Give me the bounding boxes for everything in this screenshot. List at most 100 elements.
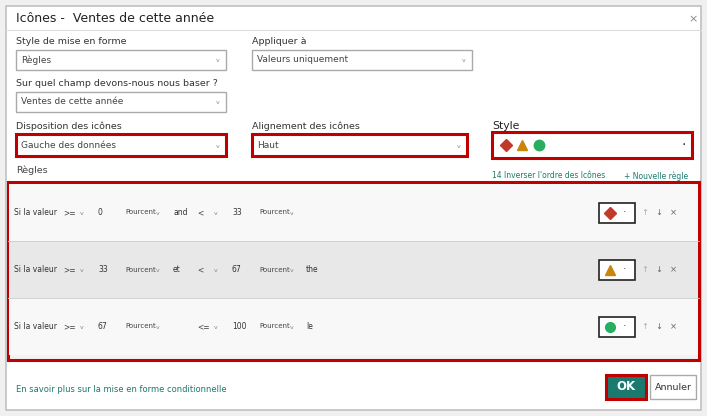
Text: ↓: ↓ bbox=[655, 208, 662, 217]
Text: ·: · bbox=[623, 265, 627, 275]
Text: ↓: ↓ bbox=[655, 322, 662, 331]
Text: Alignement des icônes: Alignement des icônes bbox=[252, 121, 360, 131]
Text: ↓: ↓ bbox=[655, 265, 662, 274]
FancyBboxPatch shape bbox=[228, 262, 250, 277]
FancyBboxPatch shape bbox=[599, 260, 635, 280]
Text: v: v bbox=[290, 211, 294, 216]
FancyBboxPatch shape bbox=[650, 375, 696, 399]
Text: Si la valeur: Si la valeur bbox=[14, 208, 57, 217]
FancyBboxPatch shape bbox=[120, 319, 166, 334]
Text: >=: >= bbox=[63, 265, 76, 274]
Text: v: v bbox=[80, 325, 84, 330]
FancyBboxPatch shape bbox=[228, 205, 250, 220]
Text: Style de mise en forme: Style de mise en forme bbox=[16, 37, 127, 47]
Text: Règles: Règles bbox=[16, 165, 47, 175]
FancyBboxPatch shape bbox=[599, 317, 635, 337]
Text: 67: 67 bbox=[98, 322, 107, 331]
Text: <: < bbox=[197, 265, 203, 274]
FancyBboxPatch shape bbox=[492, 132, 692, 158]
Text: Annuler: Annuler bbox=[655, 382, 691, 391]
Text: Ventes de cette année: Ventes de cette année bbox=[21, 97, 124, 106]
FancyBboxPatch shape bbox=[120, 262, 166, 277]
FancyBboxPatch shape bbox=[228, 319, 250, 334]
Text: ↑: ↑ bbox=[641, 322, 648, 331]
Text: Si la valeur: Si la valeur bbox=[14, 265, 57, 274]
Text: v: v bbox=[80, 268, 84, 273]
FancyBboxPatch shape bbox=[606, 375, 646, 399]
Text: 100: 100 bbox=[232, 322, 247, 331]
Text: ×: × bbox=[689, 14, 698, 24]
Text: and: and bbox=[173, 208, 187, 217]
Text: ↑: ↑ bbox=[641, 265, 648, 274]
FancyBboxPatch shape bbox=[254, 319, 300, 334]
FancyBboxPatch shape bbox=[16, 134, 226, 156]
Text: v: v bbox=[457, 144, 461, 149]
FancyBboxPatch shape bbox=[16, 50, 226, 70]
FancyBboxPatch shape bbox=[9, 184, 698, 241]
FancyBboxPatch shape bbox=[254, 262, 300, 277]
Text: et: et bbox=[173, 265, 181, 274]
FancyBboxPatch shape bbox=[254, 205, 300, 220]
Text: 33: 33 bbox=[232, 208, 242, 217]
Text: v: v bbox=[216, 101, 220, 106]
Text: Règles: Règles bbox=[21, 55, 51, 65]
Text: v: v bbox=[80, 211, 84, 216]
FancyBboxPatch shape bbox=[120, 205, 166, 220]
FancyBboxPatch shape bbox=[192, 205, 224, 220]
Text: + Nouvelle règle: + Nouvelle règle bbox=[624, 171, 688, 181]
Text: le: le bbox=[306, 322, 313, 331]
FancyBboxPatch shape bbox=[94, 319, 116, 334]
FancyBboxPatch shape bbox=[192, 262, 224, 277]
Text: Gauche des données: Gauche des données bbox=[21, 141, 116, 149]
Text: ↑: ↑ bbox=[641, 208, 648, 217]
Text: ·: · bbox=[682, 138, 686, 152]
Text: v: v bbox=[214, 211, 218, 216]
Text: v: v bbox=[156, 325, 160, 330]
Text: 14 Inverser l'ordre des Icônes: 14 Inverser l'ordre des Icônes bbox=[492, 171, 605, 181]
Text: v: v bbox=[214, 268, 218, 273]
Text: Pourcent: Pourcent bbox=[125, 210, 156, 215]
Text: OK: OK bbox=[617, 381, 636, 394]
Text: v: v bbox=[462, 59, 466, 64]
Text: <=: <= bbox=[197, 322, 209, 331]
Text: >=: >= bbox=[63, 208, 76, 217]
FancyBboxPatch shape bbox=[9, 298, 698, 355]
Text: Pourcent: Pourcent bbox=[259, 324, 290, 329]
Text: ×: × bbox=[670, 322, 677, 331]
Text: 67: 67 bbox=[232, 265, 242, 274]
Text: v: v bbox=[216, 59, 220, 64]
Text: En savoir plus sur la mise en forme conditionnelle: En savoir plus sur la mise en forme cond… bbox=[16, 386, 227, 394]
FancyBboxPatch shape bbox=[192, 319, 224, 334]
Text: Pourcent: Pourcent bbox=[125, 267, 156, 272]
Text: ×: × bbox=[670, 208, 677, 217]
FancyBboxPatch shape bbox=[94, 205, 116, 220]
FancyBboxPatch shape bbox=[6, 6, 701, 410]
Text: Icônes -  Ventes de cette année: Icônes - Ventes de cette année bbox=[16, 12, 214, 25]
Text: v: v bbox=[156, 268, 160, 273]
Text: Appliquer à: Appliquer à bbox=[252, 37, 307, 47]
FancyBboxPatch shape bbox=[9, 241, 698, 298]
Text: >=: >= bbox=[63, 322, 76, 331]
FancyBboxPatch shape bbox=[58, 205, 90, 220]
Text: 33: 33 bbox=[98, 265, 107, 274]
Text: Pourcent: Pourcent bbox=[259, 267, 290, 272]
FancyBboxPatch shape bbox=[94, 262, 116, 277]
Text: <: < bbox=[197, 208, 203, 217]
Text: v: v bbox=[214, 325, 218, 330]
Text: Style: Style bbox=[492, 121, 520, 131]
Text: the: the bbox=[306, 265, 319, 274]
Text: Pourcent: Pourcent bbox=[259, 210, 290, 215]
FancyBboxPatch shape bbox=[252, 134, 467, 156]
Text: v: v bbox=[290, 325, 294, 330]
FancyBboxPatch shape bbox=[252, 50, 472, 70]
FancyBboxPatch shape bbox=[16, 92, 226, 112]
Text: Sur quel champ devons-nous nous baser ?: Sur quel champ devons-nous nous baser ? bbox=[16, 79, 218, 89]
Text: ·: · bbox=[623, 208, 627, 218]
Text: v: v bbox=[290, 268, 294, 273]
Text: Si la valeur: Si la valeur bbox=[14, 322, 57, 331]
FancyBboxPatch shape bbox=[599, 203, 635, 223]
Text: v: v bbox=[216, 144, 220, 149]
Text: ×: × bbox=[670, 265, 677, 274]
FancyBboxPatch shape bbox=[58, 262, 90, 277]
FancyBboxPatch shape bbox=[58, 319, 90, 334]
